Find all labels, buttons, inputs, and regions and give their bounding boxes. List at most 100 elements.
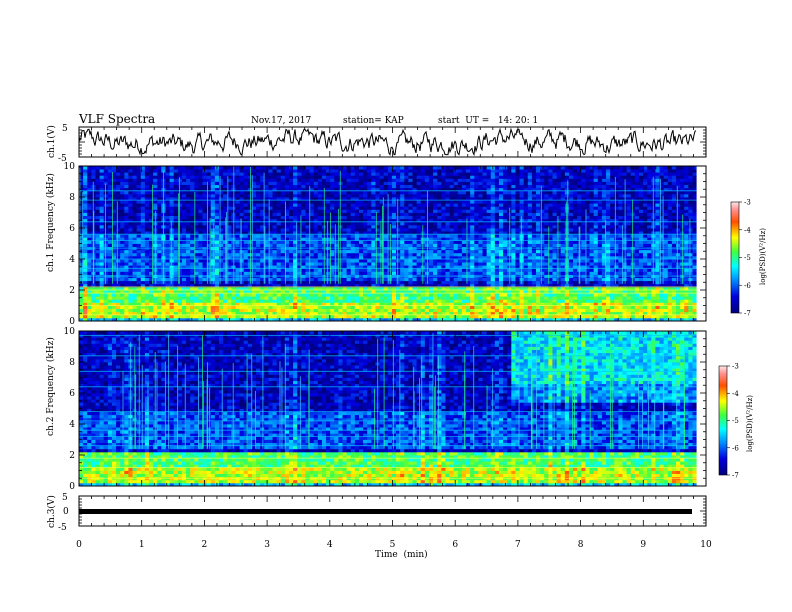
spectrogram-cell [243, 221, 249, 226]
spectrogram-cell [210, 308, 216, 313]
spectrogram-cell [214, 299, 220, 303]
spectrogram-cell [235, 268, 240, 272]
date-label: Nov.17, 2017 [251, 116, 312, 126]
spectrogram-cell [264, 283, 269, 288]
spectrogram-cell [334, 308, 339, 313]
spectrogram-cell [474, 224, 479, 229]
spectrogram-cell [371, 271, 376, 275]
spectrogram-cell [527, 262, 533, 266]
spectrogram-cell [544, 277, 549, 282]
spectrogram-cell [140, 234, 146, 238]
spectrogram-cell [527, 271, 533, 275]
spectrogram-cell [338, 305, 343, 309]
spectrogram-cell [556, 268, 562, 272]
spectrogram-cell [647, 271, 652, 275]
spectrogram-cell [214, 243, 220, 247]
spectrogram-cell [87, 305, 92, 309]
spectrogram-cell [210, 262, 216, 266]
spectrogram-cell [568, 228, 574, 232]
spectrogram-cell [552, 221, 558, 226]
spectrogram-cell [527, 286, 533, 291]
spectrogram-cell [136, 271, 142, 275]
spectrogram-cell [416, 280, 422, 285]
spectrogram-cell [235, 243, 240, 247]
spectrogram-cell [527, 240, 533, 244]
spectrogram-cell [630, 302, 636, 306]
spectrogram-cell [272, 293, 278, 297]
spectrogram-cell [251, 293, 257, 297]
spectrogram-cell [692, 243, 697, 247]
spectrogram-cell [99, 271, 105, 275]
spectrogram-cell [251, 290, 257, 294]
spectrogram-cell [441, 277, 446, 282]
spectrogram-cell [589, 311, 595, 316]
spectrogram-cell [486, 293, 492, 297]
spectrogram-cell [354, 234, 360, 238]
spectrogram-cell [466, 296, 471, 300]
spectrogram-cell [428, 221, 434, 226]
spectrogram-cell [519, 271, 525, 275]
spectrogram-cell [227, 293, 232, 297]
spectrogram-cell [540, 228, 545, 232]
spectrogram-cell [288, 299, 294, 303]
spectrogram-cell [433, 249, 438, 254]
spectrogram-cell [239, 293, 245, 297]
spectrogram-cell [79, 314, 84, 319]
spectrogram-cell [309, 311, 315, 316]
spectrogram-cell [186, 252, 191, 257]
spectrogram-cell [523, 271, 529, 275]
spectrogram-cell [124, 308, 129, 313]
spectrogram-cell [626, 228, 632, 232]
spectrogram-cell [573, 224, 578, 229]
spectrogram-cell [560, 249, 566, 254]
spectrogram-cell [194, 293, 199, 297]
spectrogram-cell [486, 314, 492, 319]
spectrogram-cell [334, 262, 339, 266]
spectrogram-cell [210, 243, 216, 247]
spectrogram-cell [198, 221, 203, 226]
spectrogram-cell [581, 290, 586, 294]
spectrogram-cell [601, 308, 607, 313]
spectrogram-cell [478, 283, 483, 288]
spectrogram-cell [301, 308, 306, 313]
spectrogram-cell [531, 311, 537, 316]
spectrogram-cell [478, 299, 483, 303]
spectrogram-cell [585, 290, 590, 294]
spectrogram-cell [610, 293, 615, 297]
spectrogram-cell [663, 277, 669, 282]
spectrogram-cell [288, 271, 294, 275]
spectrogram-cell [585, 271, 590, 275]
spectrogram-cell [581, 271, 586, 275]
spectrogram-cell [568, 305, 574, 309]
spectrogram-cell [667, 271, 673, 275]
spectrogram-cell [165, 280, 170, 285]
spectrogram-cell [585, 308, 590, 313]
spectrogram-cell [560, 311, 566, 316]
spectrogram-cell [144, 255, 150, 260]
spectrogram-cell [577, 286, 582, 291]
spectrogram-cell [305, 224, 310, 229]
spectrogram-cell [231, 317, 236, 322]
spectrogram-cell [338, 252, 343, 257]
spectrogram-cell [379, 259, 385, 263]
spectrogram-cell [692, 240, 697, 244]
spectrogram-cell [523, 228, 529, 232]
spectrogram-cell [424, 317, 430, 322]
spectrogram-cell [601, 280, 607, 285]
spectrogram-cell [626, 234, 632, 238]
spectrogram-cell [634, 290, 640, 294]
spectrogram-cell [223, 290, 228, 294]
spectrogram-cell [157, 221, 162, 226]
spectrogram-cell [655, 224, 660, 229]
spectrogram-cell [210, 277, 216, 282]
spectrogram-cell [655, 228, 660, 232]
spectrogram-cell [618, 228, 623, 232]
spectrogram-cell [157, 280, 162, 285]
spectrogram-cell [498, 228, 504, 232]
spectrogram-cell [614, 268, 619, 272]
spectrogram-cell [556, 314, 562, 319]
spectrogram-cell [231, 286, 236, 291]
spectrogram-cell [527, 305, 533, 309]
spectrogram-cell [202, 243, 208, 247]
spectrogram-cell [457, 286, 463, 291]
